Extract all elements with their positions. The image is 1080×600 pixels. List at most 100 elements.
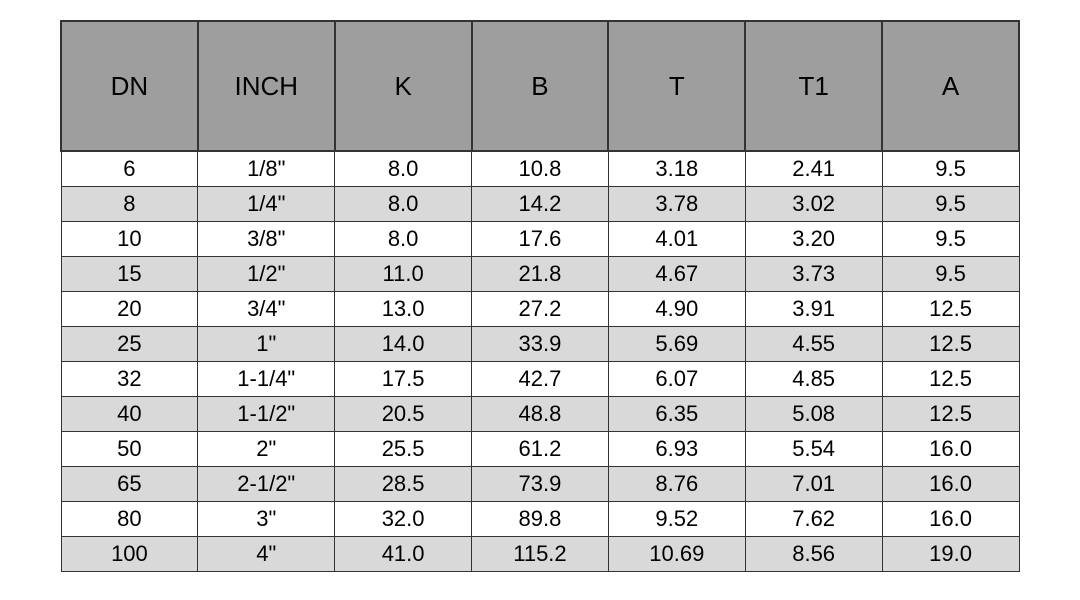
table-cell: 25.5 [335, 432, 472, 467]
table-row: 103/8"8.017.64.013.209.5 [61, 222, 1019, 257]
table-cell: 8.0 [335, 151, 472, 187]
table-cell: 20.5 [335, 397, 472, 432]
table-cell: 100 [61, 537, 198, 572]
table-cell: 6.93 [608, 432, 745, 467]
table-cell: 6.07 [608, 362, 745, 397]
table-cell: 115.2 [472, 537, 609, 572]
table-cell: 9.5 [882, 151, 1019, 187]
table-cell: 2" [198, 432, 335, 467]
col-header-b: B [472, 21, 609, 151]
table-cell: 20 [61, 292, 198, 327]
table-cell: 21.8 [472, 257, 609, 292]
table-cell: 8.56 [745, 537, 882, 572]
table-cell: 5.54 [745, 432, 882, 467]
table-cell: 12.5 [882, 327, 1019, 362]
table-cell: 3.78 [608, 187, 745, 222]
col-header-k: K [335, 21, 472, 151]
table-cell: 42.7 [472, 362, 609, 397]
table-cell: 8.76 [608, 467, 745, 502]
col-header-t: T [608, 21, 745, 151]
table-cell: 3/8" [198, 222, 335, 257]
table-cell: 12.5 [882, 292, 1019, 327]
table-cell: 1" [198, 327, 335, 362]
table-cell: 19.0 [882, 537, 1019, 572]
table-cell: 41.0 [335, 537, 472, 572]
table-cell: 4.90 [608, 292, 745, 327]
table-cell: 4.85 [745, 362, 882, 397]
table-cell: 61.2 [472, 432, 609, 467]
table-cell: 17.6 [472, 222, 609, 257]
table-cell: 48.8 [472, 397, 609, 432]
table-cell: 1/8" [198, 151, 335, 187]
table-cell: 10.8 [472, 151, 609, 187]
table-cell: 3.91 [745, 292, 882, 327]
table-cell: 1-1/4" [198, 362, 335, 397]
table-cell: 9.52 [608, 502, 745, 537]
table-cell: 16.0 [882, 467, 1019, 502]
col-header-a: A [882, 21, 1019, 151]
table-row: 803"32.089.89.527.6216.0 [61, 502, 1019, 537]
table-cell: 17.5 [335, 362, 472, 397]
table-cell: 40 [61, 397, 198, 432]
table-row: 401-1/2"20.548.86.355.0812.5 [61, 397, 1019, 432]
dimensions-table: DN INCH K B T T1 A 61/8"8.010.83.182.419… [60, 20, 1020, 572]
table-cell: 9.5 [882, 222, 1019, 257]
table-cell: 80 [61, 502, 198, 537]
table-cell: 2-1/2" [198, 467, 335, 502]
col-header-inch: INCH [198, 21, 335, 151]
table-cell: 9.5 [882, 187, 1019, 222]
table-row: 251"14.033.95.694.5512.5 [61, 327, 1019, 362]
table-cell: 32 [61, 362, 198, 397]
table-cell: 13.0 [335, 292, 472, 327]
table-cell: 12.5 [882, 362, 1019, 397]
table-cell: 10 [61, 222, 198, 257]
table-row: 1004"41.0115.210.698.5619.0 [61, 537, 1019, 572]
table-cell: 5.69 [608, 327, 745, 362]
table-cell: 2.41 [745, 151, 882, 187]
table-cell: 8.0 [335, 222, 472, 257]
table-cell: 6.35 [608, 397, 745, 432]
table-cell: 6 [61, 151, 198, 187]
table-row: 321-1/4"17.542.76.074.8512.5 [61, 362, 1019, 397]
table-header-row: DN INCH K B T T1 A [61, 21, 1019, 151]
table-cell: 28.5 [335, 467, 472, 502]
table-cell: 5.08 [745, 397, 882, 432]
table-cell: 65 [61, 467, 198, 502]
table-cell: 50 [61, 432, 198, 467]
table-body: 61/8"8.010.83.182.419.581/4"8.014.23.783… [61, 151, 1019, 572]
table-cell: 1-1/2" [198, 397, 335, 432]
table-row: 81/4"8.014.23.783.029.5 [61, 187, 1019, 222]
table-cell: 12.5 [882, 397, 1019, 432]
table-cell: 14.2 [472, 187, 609, 222]
table-row: 652-1/2"28.573.98.767.0116.0 [61, 467, 1019, 502]
table-cell: 32.0 [335, 502, 472, 537]
table-cell: 10.69 [608, 537, 745, 572]
table-cell: 3.02 [745, 187, 882, 222]
table-cell: 9.5 [882, 257, 1019, 292]
table-cell: 25 [61, 327, 198, 362]
table-cell: 4" [198, 537, 335, 572]
table-cell: 7.62 [745, 502, 882, 537]
table-cell: 16.0 [882, 432, 1019, 467]
col-header-dn: DN [61, 21, 198, 151]
table-cell: 3.73 [745, 257, 882, 292]
table-cell: 1/2" [198, 257, 335, 292]
table-row: 61/8"8.010.83.182.419.5 [61, 151, 1019, 187]
table-row: 151/2"11.021.84.673.739.5 [61, 257, 1019, 292]
table-cell: 73.9 [472, 467, 609, 502]
table-cell: 8 [61, 187, 198, 222]
table-cell: 16.0 [882, 502, 1019, 537]
table-cell: 4.55 [745, 327, 882, 362]
table-cell: 4.01 [608, 222, 745, 257]
table-cell: 1/4" [198, 187, 335, 222]
table-cell: 3" [198, 502, 335, 537]
table-cell: 7.01 [745, 467, 882, 502]
table-cell: 89.8 [472, 502, 609, 537]
table-row: 203/4"13.027.24.903.9112.5 [61, 292, 1019, 327]
table-cell: 4.67 [608, 257, 745, 292]
table-cell: 14.0 [335, 327, 472, 362]
table-cell: 15 [61, 257, 198, 292]
table-cell: 11.0 [335, 257, 472, 292]
table-cell: 8.0 [335, 187, 472, 222]
table-cell: 3.20 [745, 222, 882, 257]
